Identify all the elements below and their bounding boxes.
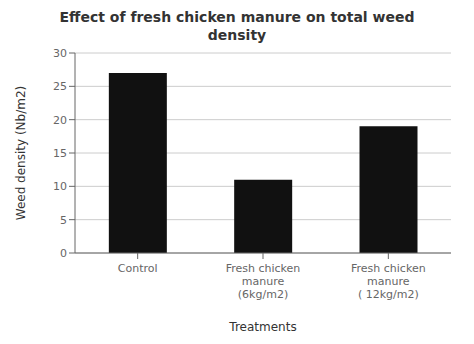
svg-text:5: 5 bbox=[60, 214, 67, 227]
svg-text:Fresh chickenmanure( 12kg/m2): Fresh chickenmanure( 12kg/m2) bbox=[351, 262, 426, 301]
svg-text:0: 0 bbox=[60, 247, 67, 260]
svg-text:10: 10 bbox=[53, 180, 67, 193]
svg-text:25: 25 bbox=[53, 80, 67, 93]
svg-text:Weed density (Nb/m2): Weed density (Nb/m2) bbox=[14, 86, 28, 221]
svg-text:Control: Control bbox=[118, 262, 158, 275]
svg-text:Fresh chickenmanure(6kg/m2): Fresh chickenmanure(6kg/m2) bbox=[226, 262, 301, 301]
svg-text:Treatments: Treatments bbox=[228, 320, 296, 334]
svg-text:15: 15 bbox=[53, 147, 67, 160]
svg-text:30: 30 bbox=[53, 48, 67, 60]
html-text:Effect of fresh chicken manure: Effect of fresh chicken manure on total … bbox=[59, 9, 415, 43]
svg-text:20: 20 bbox=[53, 114, 67, 127]
